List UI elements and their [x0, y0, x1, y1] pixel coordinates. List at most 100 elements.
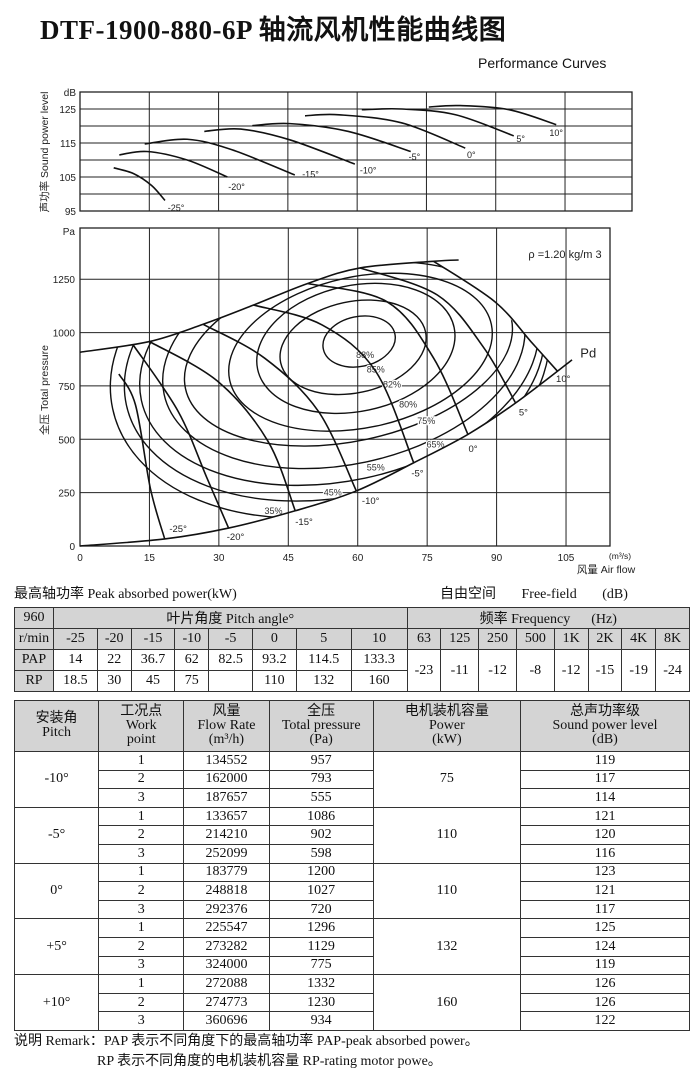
freq-col-header: 4K: [621, 628, 657, 650]
efficiency-label: 65%: [426, 439, 444, 449]
sound-level-cell: 121: [520, 881, 690, 901]
work-point-cell: 1: [98, 862, 185, 883]
work-point-cell: 1: [98, 806, 185, 827]
sound-level-cell: 123: [520, 862, 690, 883]
column-header-en: Pitch: [42, 725, 71, 740]
work-point-cell: 3: [98, 843, 185, 864]
sound-curve: [304, 113, 466, 149]
freq-correction-cell: -12: [478, 649, 517, 692]
column-header: 电机装机容量 Power (kW): [372, 700, 522, 752]
column-header: 风量 Flow Rate (m³/h): [183, 700, 270, 752]
column-header-cn: 电机装机容量: [404, 704, 489, 719]
work-point-cell: 3: [98, 899, 185, 920]
sound-curve: [361, 107, 515, 137]
unit-db: (dB): [602, 587, 628, 602]
y-tick-label: 125: [59, 105, 76, 116]
freq-col-header: 1K: [553, 628, 589, 650]
y-tick-label: 0: [69, 542, 75, 553]
sound-level-cell: 124: [520, 936, 690, 957]
x-tick-label: 60: [352, 553, 364, 564]
sound-curve-label: 5°: [516, 134, 525, 144]
efficiency-label: 85%: [367, 365, 385, 375]
pitch-col-header: -20: [96, 628, 132, 650]
work-point-cell: 2: [98, 881, 185, 901]
y-tick-label: 95: [65, 207, 77, 218]
sound-curve-label: -15°: [302, 170, 319, 180]
column-header: 安装角 Pitch: [13, 700, 100, 752]
total-pressure-cell: 1230: [268, 992, 374, 1013]
remark: 说明 Remark：PAP 表示不同角度下的最高轴功率 PAP-peak abs…: [14, 1032, 479, 1072]
sound-curve: [144, 138, 296, 176]
column-header-cn: 安装角: [35, 711, 78, 726]
pitch-cell: -10°: [13, 751, 100, 808]
column-header-en: Power: [428, 718, 465, 733]
y-tick-label: 1000: [53, 329, 76, 340]
flow-rate-cell: 187657: [183, 788, 270, 808]
sound-level-cell: 125: [520, 918, 690, 938]
pd-label: Pd: [580, 345, 596, 360]
sound-curve: [252, 122, 411, 153]
column-header-cn: 总声功率级: [570, 704, 640, 719]
pitch-curve-label: -5°: [411, 469, 423, 480]
table-row: 2 162000 793 117: [15, 769, 690, 790]
pitch-power-frequency-table: 960 叶片角度 Pitch angle° 频率 Frequency (Hz) …: [14, 607, 691, 692]
efficiency-label: 35%: [264, 506, 282, 516]
sound-level-cell: 114: [520, 788, 690, 808]
work-point-table: 安装角 Pitch 工况点 Work point 风量 Flow Rate (m³/h) 全压 T…: [13, 700, 690, 1031]
pap-cell: 36.7: [130, 649, 176, 671]
efficiency-label: 75%: [417, 416, 435, 426]
total-pressure-cell: 1086: [268, 806, 374, 827]
pitch-curve-label: 10°: [556, 374, 571, 385]
column-header: 工况点 Work point: [98, 700, 185, 752]
work-point-cell: 1: [98, 974, 185, 994]
pitch-cell: -5°: [13, 806, 100, 864]
rp-cell: 132: [295, 670, 352, 692]
freq-correction-cell: -19: [621, 649, 657, 692]
pitch-curve-label: 0°: [468, 444, 477, 455]
y-axis-label: 全压 Total pressure: [38, 345, 51, 435]
pap-cell: 14: [53, 649, 98, 671]
efficiency-contour: [228, 272, 493, 432]
column-header-en2: point: [126, 732, 156, 747]
pitch-curve: [132, 344, 230, 529]
total-pressure-cell: 1200: [268, 862, 374, 883]
y-unit-label: dB: [64, 88, 77, 99]
column-header-en2: (dB): [592, 732, 618, 747]
y-tick-label: 250: [58, 489, 75, 500]
column-header-en2: (Pa): [309, 732, 333, 747]
total-pressure-cell: 934: [268, 1011, 374, 1031]
efficiency-contour: [161, 261, 526, 470]
column-header-en: Sound power level: [552, 718, 658, 733]
sound-curve: [428, 104, 557, 126]
rp-cell: 45: [130, 670, 176, 692]
pitch-col-header: -15: [130, 628, 176, 650]
total-pressure-cell: 957: [268, 751, 374, 771]
sound-level-cell: 117: [520, 899, 690, 920]
table-row: 3 252099 598 116: [15, 843, 690, 864]
free-field-caption: 自由空间 Free-field (dB): [440, 583, 650, 603]
work-point-cell: 2: [98, 825, 185, 845]
rp-cell: 18.5: [53, 670, 98, 692]
subtitle: Performance Curves: [478, 55, 607, 71]
frequency-header: 频率 Frequency (Hz): [406, 607, 691, 629]
pap-cell: 22: [96, 649, 132, 671]
sound-curve-label: -10°: [360, 166, 377, 176]
freq-col-header: 125: [440, 628, 480, 650]
power-cell: 160: [372, 974, 522, 1031]
pap-cell: 133.3: [350, 649, 408, 671]
column-header-en2: (kW): [432, 732, 462, 747]
power-cell: 132: [372, 918, 522, 976]
pitch-curve: [202, 323, 358, 492]
pitch-col-header: -5: [208, 628, 253, 650]
flow-rate-cell: 134552: [183, 751, 270, 771]
power-cell: 110: [372, 862, 522, 920]
x-tick-label: 30: [213, 553, 225, 564]
flow-rate-cell: 225547: [183, 918, 270, 938]
pitch-header: 叶片角度 Pitch angle°: [53, 607, 408, 629]
freq-correction-cell: -8: [515, 649, 555, 692]
rp-cell: 75: [174, 670, 210, 692]
table-row: 2 214210 902 120: [15, 825, 690, 845]
sound-level-cell: 122: [520, 1011, 690, 1031]
sound-curve-label: 0°: [467, 150, 476, 160]
rp-cell: 30: [96, 670, 132, 692]
